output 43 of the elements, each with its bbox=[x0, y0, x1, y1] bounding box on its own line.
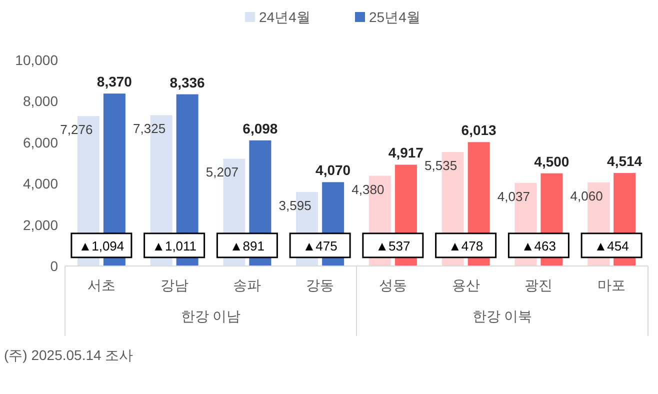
x-tick-label: 강남 bbox=[160, 277, 188, 293]
x-tick-label: 성동 bbox=[378, 277, 407, 293]
data-label: 4,500 bbox=[534, 153, 570, 170]
text: (주) 2025.05.14 조사 bbox=[4, 347, 134, 363]
data-label: 7,325 bbox=[133, 121, 166, 136]
data-label: 4,060 bbox=[570, 188, 603, 204]
legend-label: 24년4월 bbox=[259, 9, 310, 25]
y-tick-label: 10,000 bbox=[15, 52, 58, 68]
data-label: 4,037 bbox=[497, 188, 530, 204]
x-tick-label: 용산 bbox=[452, 277, 480, 293]
annotation: ▲463 bbox=[521, 238, 556, 254]
data-label: 4,514 bbox=[607, 153, 642, 170]
legend-label: 25년4월 bbox=[369, 9, 420, 25]
text: 한강 이북 bbox=[472, 308, 532, 324]
annotation: ▲1,094 bbox=[78, 238, 124, 254]
annotation: ▲537 bbox=[376, 238, 410, 254]
data-label: 3,595 bbox=[278, 198, 312, 213]
annotation: ▲1,011 bbox=[152, 238, 197, 254]
text: 한강 이남 bbox=[180, 308, 241, 324]
y-tick-label: 0 bbox=[50, 258, 58, 274]
annotation: ▲454 bbox=[594, 238, 629, 254]
x-tick-label: 강동 bbox=[306, 277, 334, 293]
data-label: 6,013 bbox=[461, 122, 497, 138]
y-tick-label: 2,000 bbox=[22, 216, 58, 233]
data-label: 4,380 bbox=[352, 182, 384, 197]
x-tick-label: 송파 bbox=[233, 277, 262, 293]
data-label: 4,070 bbox=[316, 162, 351, 178]
annotation: ▲891 bbox=[230, 238, 264, 254]
y-tick-label: 8,000 bbox=[22, 93, 58, 110]
data-label: 7,276 bbox=[60, 122, 93, 138]
annotation: ▲478 bbox=[448, 238, 484, 254]
y-tick-label: 6,000 bbox=[22, 134, 58, 150]
data-label: 4,917 bbox=[388, 144, 424, 161]
data-label: 8,370 bbox=[96, 74, 132, 90]
data-label: 8,336 bbox=[170, 74, 206, 90]
data-label: 6,098 bbox=[242, 120, 278, 136]
x-tick-label: 광진 bbox=[524, 277, 553, 293]
x-tick-label: 마포 bbox=[598, 277, 626, 293]
y-tick-label: 4,000 bbox=[22, 176, 58, 192]
data-label: 5,535 bbox=[424, 158, 458, 173]
x-tick-label: 서초 bbox=[87, 277, 116, 293]
data-label: 5,207 bbox=[206, 164, 238, 180]
annotation: ▲475 bbox=[302, 238, 338, 254]
